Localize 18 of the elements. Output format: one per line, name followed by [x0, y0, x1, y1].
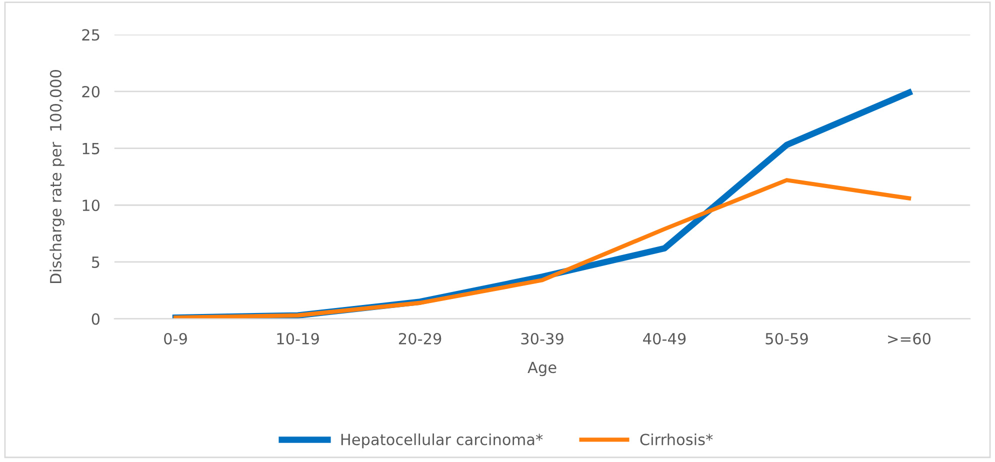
x-tick-label: 40-49: [643, 332, 686, 344]
y-tick-label: 25: [82, 29, 100, 41]
x-tick-label: 50-59: [766, 332, 808, 344]
y-tick-label: 20: [82, 86, 100, 98]
x-tick-label: 10-19: [277, 332, 319, 344]
y-tick-label: 15: [82, 142, 100, 154]
x-tick-label: 30-39: [521, 332, 564, 344]
x-tick-label: 0-9: [164, 332, 187, 344]
legend-label: Hepatocellular carcinoma*: [341, 433, 543, 448]
x-axis-title: Age: [528, 362, 556, 376]
y-tick-label: 0: [92, 313, 100, 325]
y-tick-label: 5: [92, 256, 100, 268]
x-tick-label: >=60: [888, 332, 931, 344]
y-axis-title: Discharge rate per 100,000: [50, 70, 64, 283]
y-tick-label: 10: [82, 200, 100, 212]
line-series: [173, 178, 912, 319]
legend-label: Cirrhosis*: [640, 433, 713, 446]
x-tick-label: 20-29: [398, 332, 442, 344]
